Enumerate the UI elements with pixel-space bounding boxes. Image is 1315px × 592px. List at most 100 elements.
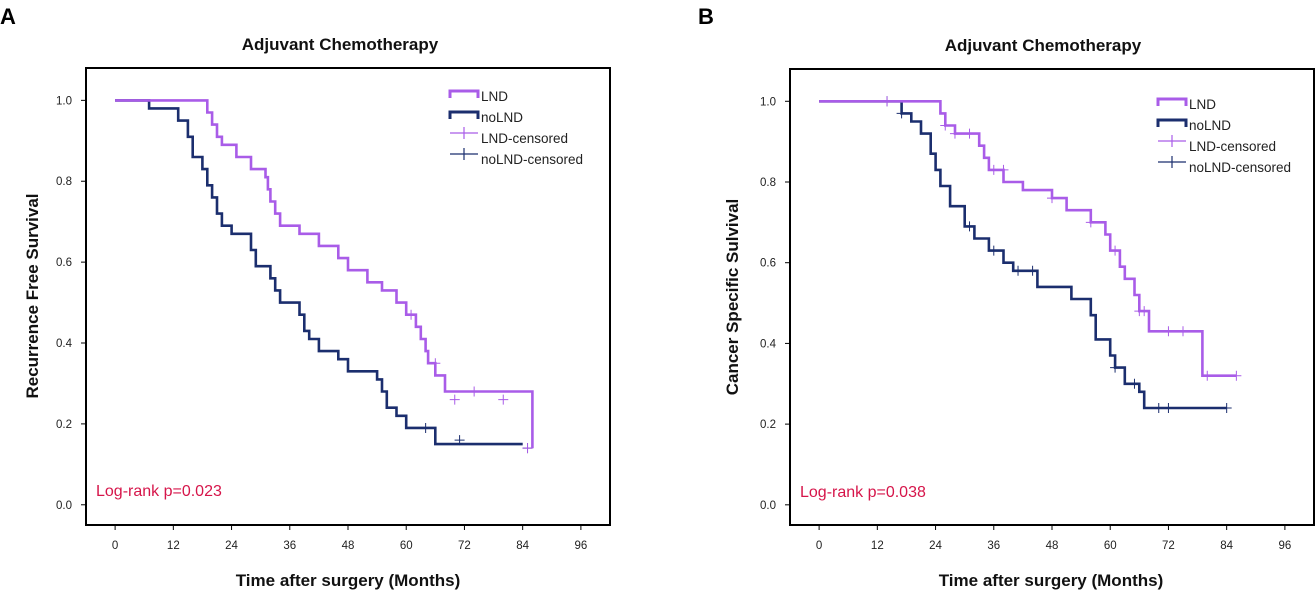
x-tick-label-b: 96 — [1278, 540, 1291, 552]
censor-mark-nolnd-a — [420, 422, 431, 433]
legend-swatch-lnd — [1156, 97, 1188, 106]
censor-mark-lnd-a — [469, 386, 480, 397]
legend-label-lnd: LND — [481, 89, 508, 104]
x-tick-label-a: 0 — [112, 540, 118, 552]
panel-a: A Adjuvant Chemotherapy 0.0 0.2 0.4 0.6 0.8 1… — [0, 4, 611, 590]
x-tick-label-b: 12 — [871, 540, 884, 552]
x-tick-label-a: 36 — [283, 540, 296, 552]
chart-title-b: Adjuvant Chemotherapy — [945, 36, 1142, 55]
x-tick-label-b: 72 — [1162, 540, 1175, 552]
curve-nolnd-a — [115, 99, 523, 446]
censor-mark-lnd-a — [449, 394, 460, 405]
panel-letter-a: A — [0, 4, 16, 29]
y-tick-label-a: 0.8 — [56, 176, 72, 188]
x-tick-label-b: 0 — [816, 540, 822, 552]
legend-swatch-nolnd-censored — [1158, 156, 1186, 168]
curves-a — [115, 99, 534, 454]
legend-swatch-nolnd-censored — [450, 148, 478, 160]
y-tick-label-a: 1.0 — [56, 95, 72, 107]
censor-mark-lnd-a — [430, 358, 441, 369]
censor-mark-lnd-b — [1110, 245, 1121, 256]
censor-mark-nolnd-b — [1027, 265, 1038, 276]
curves-b — [819, 96, 1242, 413]
x-axis-label-a: Time after surgery (Months) — [236, 571, 461, 590]
legend-label-nolnd-censored: noLND-censored — [481, 152, 583, 167]
censor-mark-lnd-b — [1085, 217, 1096, 228]
censor-mark-lnd-a — [522, 443, 533, 454]
y-tick-label-b: 0.0 — [760, 500, 776, 512]
x-tick-label-a: 12 — [167, 540, 180, 552]
curve-lnd-b — [819, 100, 1237, 377]
censor-mark-lnd-b — [940, 120, 951, 131]
y-axis-b: 0.0 0.2 0.4 0.6 0.8 1.0 — [760, 96, 790, 512]
y-tick-label-b: 0.2 — [760, 419, 776, 431]
y-tick-label-b: 1.0 — [760, 96, 776, 108]
log-rank-annotation-a: Log-rank p=0.023 — [96, 483, 222, 500]
censor-mark-lnd-b — [964, 128, 975, 139]
panel-letter-b: B — [698, 4, 714, 29]
curve-lnd-a — [115, 99, 534, 449]
x-tick-label-b: 60 — [1104, 540, 1117, 552]
censor-mark-lnd-b — [949, 128, 960, 139]
log-rank-annotation-b: Log-rank p=0.038 — [800, 484, 926, 501]
y-axis-a: 0.0 0.2 0.4 0.6 0.8 1.0 — [56, 95, 86, 512]
y-tick-label-b: 0.8 — [760, 177, 776, 189]
x-tick-label-b: 84 — [1220, 540, 1233, 552]
censor-mark-lnd-b — [1231, 370, 1242, 381]
censor-mark-lnd-b — [1047, 193, 1057, 204]
y-tick-label-a: 0.2 — [56, 419, 72, 431]
x-tick-label-b: 48 — [1046, 540, 1059, 552]
x-tick-label-a: 96 — [574, 540, 587, 552]
x-tick-label-a: 48 — [342, 540, 355, 552]
censor-mark-nolnd-b — [964, 221, 975, 232]
legend-swatch-lnd — [448, 89, 480, 98]
y-axis-label-b: Cancer Specific Sulvival — [723, 199, 742, 396]
censor-mark-nolnd-b — [1110, 362, 1121, 373]
legend-label-lnd: LND — [1189, 97, 1216, 112]
censor-mark-lnd-b — [1139, 306, 1150, 317]
chart-title-a: Adjuvant Chemotherapy — [242, 35, 439, 54]
x-tick-label-a: 72 — [458, 540, 471, 552]
censor-mark-lnd-a — [498, 394, 509, 405]
panel-b: B Adjuvant Chemotherapy 0.0 0.2 0.4 0.6 0.8 1… — [698, 4, 1315, 590]
censor-mark-lnd-b — [882, 96, 893, 107]
legend-label-lnd-censored: LND-censored — [481, 131, 568, 146]
legend-b: LND noLND LND-censored noLND-censored — [1156, 97, 1291, 175]
censor-mark-nolnd-b — [1221, 402, 1232, 413]
censor-mark-lnd-b — [988, 164, 999, 175]
legend-swatch-nolnd — [448, 110, 480, 119]
censor-mark-nolnd-b — [1163, 402, 1174, 413]
censor-mark-lnd-b — [1163, 326, 1174, 337]
censor-mark-nolnd-b — [988, 245, 999, 256]
censor-mark-nolnd-a — [454, 435, 465, 446]
x-tick-label-b: 24 — [929, 540, 942, 552]
x-axis-label-b: Time after surgery (Months) — [939, 571, 1164, 590]
x-tick-label-a: 60 — [400, 540, 413, 552]
censor-mark-nolnd-b — [1129, 378, 1140, 389]
censor-mark-nolnd-b — [896, 108, 907, 119]
censor-mark-lnd-b — [1202, 370, 1213, 381]
y-tick-label-b: 0.6 — [760, 258, 776, 270]
censor-mark-nolnd-b — [1013, 265, 1024, 276]
x-axis-b: 0 12 24 36 48 60 72 84 96 — [816, 525, 1291, 552]
x-tick-label-a: 84 — [516, 540, 529, 552]
legend-label-nolnd-censored: noLND-censored — [1189, 160, 1291, 175]
legend-swatch-nolnd — [1156, 118, 1188, 127]
legend-label-nolnd: noLND — [1189, 118, 1231, 133]
legend-swatch-lnd-censored — [1158, 135, 1186, 147]
y-tick-label-a: 0.4 — [56, 338, 73, 350]
legend-label-lnd-censored: LND-censored — [1189, 139, 1276, 154]
y-tick-label-a: 0.6 — [56, 257, 72, 269]
x-axis-a: 0 12 24 36 48 60 72 84 96 — [112, 525, 587, 552]
legend-a: LND noLND LND-censored noLND-censored — [448, 89, 583, 167]
y-axis-label-a: Recurrence Free Survival — [23, 193, 42, 398]
y-tick-label-a: 0.0 — [56, 500, 72, 512]
censor-mark-lnd-b — [1178, 326, 1188, 337]
censor-mark-lnd-b — [998, 164, 1009, 175]
legend-swatch-lnd-censored — [450, 127, 478, 139]
censor-mark-lnd-a — [406, 309, 417, 320]
x-tick-label-a: 24 — [225, 540, 238, 552]
censor-mark-nolnd-b — [1153, 402, 1164, 413]
plot-frame-b — [789, 68, 1315, 526]
